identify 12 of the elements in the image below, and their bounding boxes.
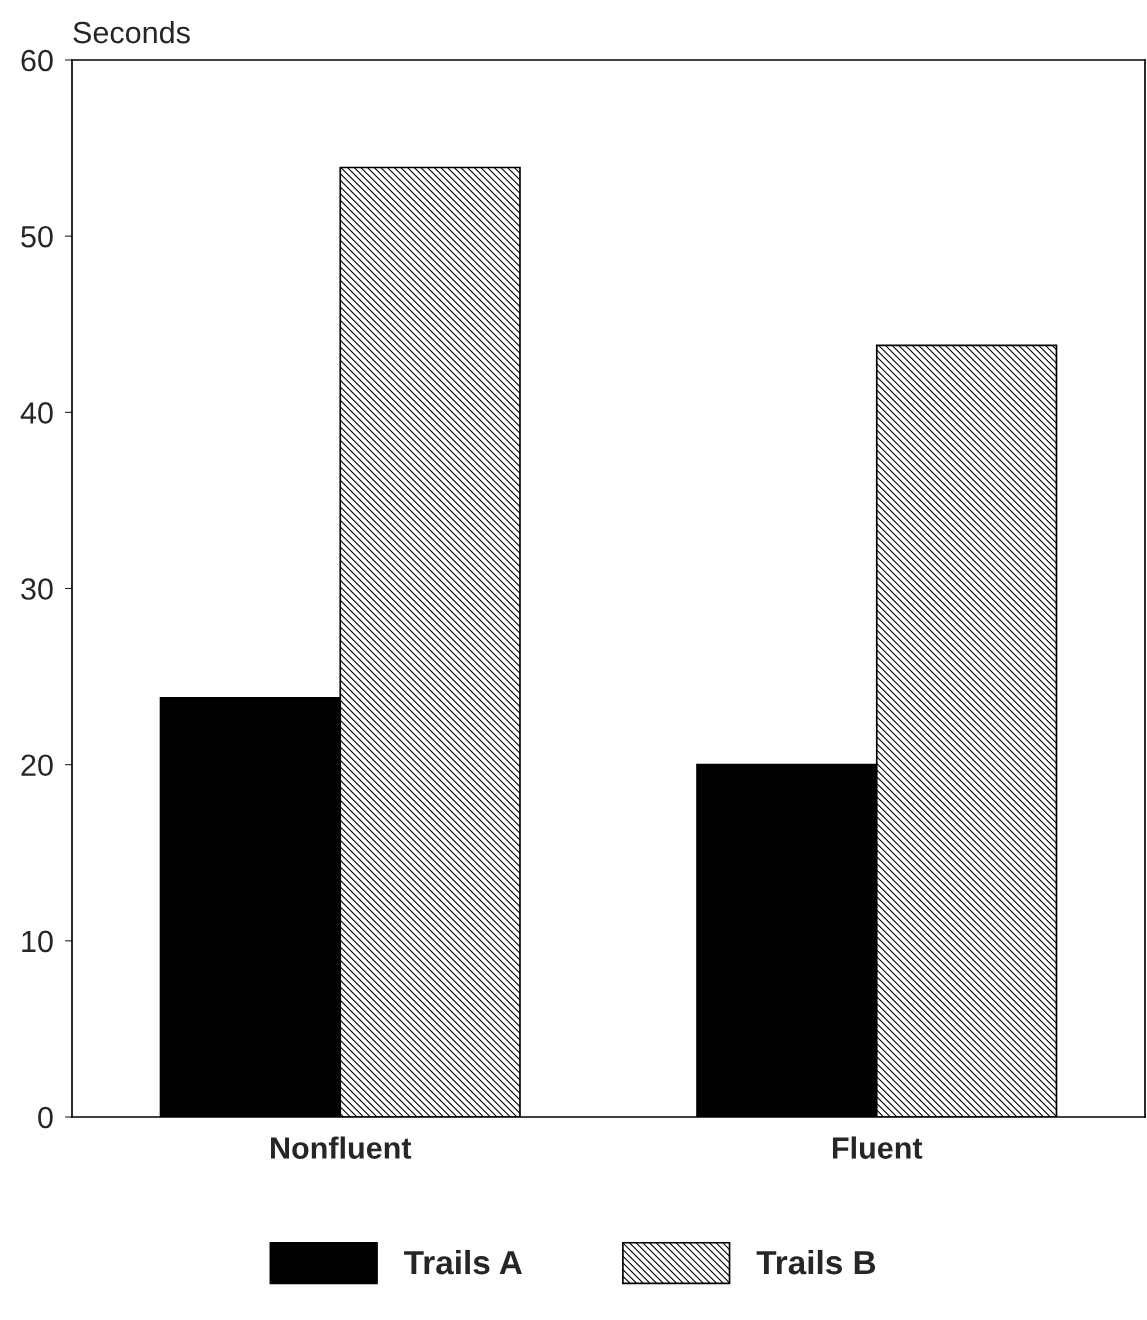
y-tick-label: 60 — [21, 49, 53, 72]
y-tick-label: 30 — [21, 578, 53, 600]
y-tick-label: 50 — [21, 225, 53, 248]
x-tick-label: Nonfluent — [271, 1136, 412, 1159]
y-tick-label: 20 — [21, 754, 53, 777]
legend-label: Trails B — [756, 1249, 876, 1275]
legend-label: Trails A — [404, 1249, 522, 1275]
x-tick-label: Fluent — [832, 1136, 923, 1159]
y-tick-label: 40 — [20, 402, 53, 424]
y-tick-label: 10 — [22, 930, 53, 953]
y-tick-label: 0 — [38, 1106, 53, 1129]
y-axis-title: Seconds — [73, 20, 190, 44]
